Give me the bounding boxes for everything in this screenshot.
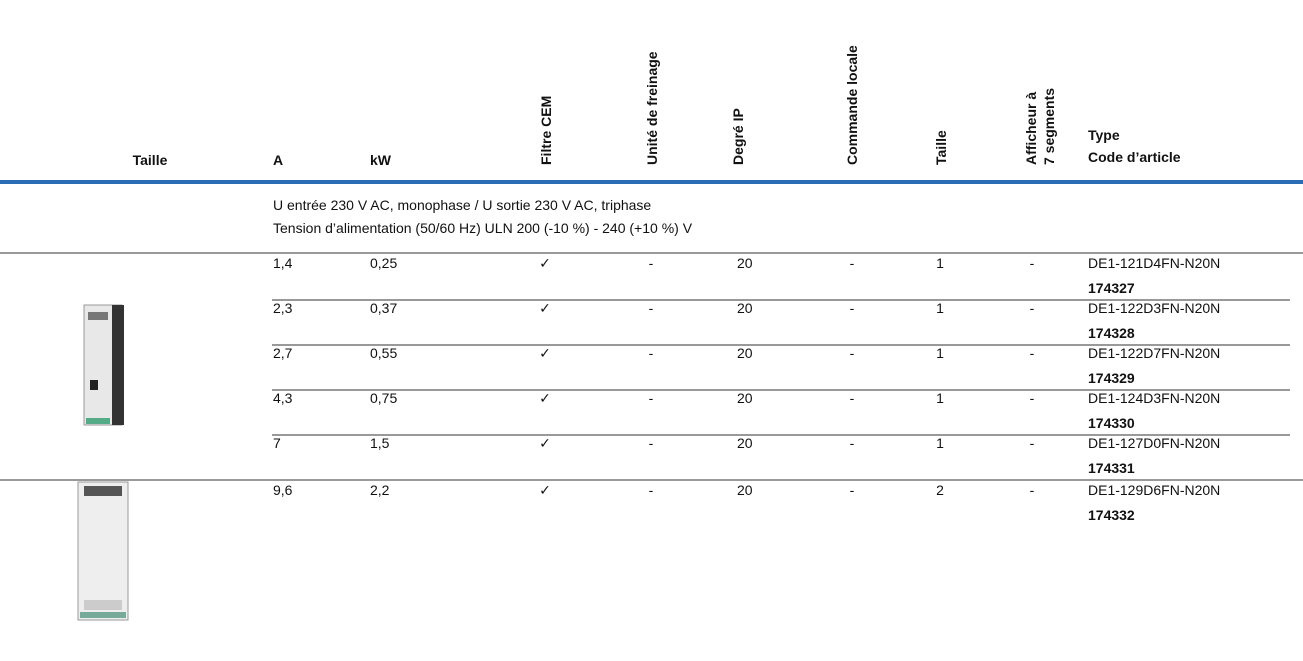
column-header: 7 segments: [1041, 88, 1057, 165]
cell: -: [850, 300, 855, 316]
cell: 20: [737, 435, 753, 451]
cell: DE1-124D3FN-N20N: [1088, 390, 1220, 406]
cell: -: [649, 390, 654, 406]
article-code: 174331: [1088, 460, 1135, 476]
cell: -: [850, 345, 855, 361]
cell: -: [649, 345, 654, 361]
cell: 1,5: [370, 435, 390, 451]
cell: -: [1030, 435, 1035, 451]
cell: DE1-121D4FN-N20N: [1088, 255, 1220, 271]
article-code: 174332: [1088, 507, 1135, 523]
cell: DE1-127D0FN-N20N: [1088, 435, 1220, 451]
column-header: Unité de freinage: [644, 51, 660, 165]
article-code: 174328: [1088, 325, 1135, 341]
column-header: Afficheur à: [1023, 92, 1039, 165]
cell: 20: [737, 390, 753, 406]
cell: 1: [936, 435, 944, 451]
cell: -: [649, 435, 654, 451]
cell: 4,3: [273, 390, 293, 406]
cell: 20: [737, 300, 753, 316]
column-header: Taille: [133, 152, 168, 168]
cell: 2,3: [273, 300, 293, 316]
section-text: Tension d’alimentation (50/60 Hz) ULN 20…: [273, 220, 693, 236]
cell: -: [850, 435, 855, 451]
cell: 1,4: [273, 255, 293, 271]
cell: -: [1030, 300, 1035, 316]
cell: -: [649, 300, 654, 316]
column-header: Taille: [933, 130, 949, 165]
cell: 1: [936, 255, 944, 271]
cell: ✓: [539, 255, 551, 271]
cell: -: [850, 390, 855, 406]
column-header: Degré IP: [730, 108, 746, 165]
cell: 2: [936, 482, 944, 498]
cell: ✓: [539, 435, 551, 451]
cell: -: [1030, 390, 1035, 406]
cell: 0,55: [370, 345, 397, 361]
cell: ✓: [539, 390, 551, 406]
cell: 20: [737, 345, 753, 361]
article-code: 174329: [1088, 370, 1135, 386]
cell: 2,2: [370, 482, 390, 498]
cell: -: [1030, 345, 1035, 361]
cell: 1: [936, 390, 944, 406]
article-code: 174330: [1088, 415, 1135, 431]
cell: 7: [273, 435, 281, 451]
article-code: 174327: [1088, 280, 1135, 296]
cell: 1: [936, 345, 944, 361]
cell: DE1-122D3FN-N20N: [1088, 300, 1220, 316]
cell: 0,25: [370, 255, 397, 271]
column-header: Type: [1088, 127, 1120, 143]
cell: DE1-122D7FN-N20N: [1088, 345, 1220, 361]
cell: 20: [737, 482, 753, 498]
cell: 0,37: [370, 300, 397, 316]
cell: DE1-129D6FN-N20N: [1088, 482, 1220, 498]
section-text: U entrée 230 V AC, monophase / U sortie …: [273, 197, 651, 213]
cell: -: [1030, 255, 1035, 271]
cell: 9,6: [273, 482, 293, 498]
cell: 20: [737, 255, 753, 271]
column-header: Filtre CEM: [538, 96, 554, 165]
cell: 0,75: [370, 390, 397, 406]
cell: -: [649, 482, 654, 498]
cell: -: [850, 255, 855, 271]
product-image: [83, 304, 124, 426]
column-header: A: [273, 152, 283, 168]
cell: ✓: [539, 482, 551, 498]
cell: -: [850, 482, 855, 498]
column-header: kW: [370, 152, 392, 168]
header-rule: [0, 180, 1303, 184]
cell: ✓: [539, 345, 551, 361]
cell: -: [649, 255, 654, 271]
product-image: [77, 481, 129, 621]
column-header: Code d’article: [1088, 149, 1181, 165]
cell: 2,7: [273, 345, 293, 361]
cell: ✓: [539, 300, 551, 316]
cell: -: [1030, 482, 1035, 498]
column-header: Commande locale: [844, 45, 860, 165]
cell: 1: [936, 300, 944, 316]
